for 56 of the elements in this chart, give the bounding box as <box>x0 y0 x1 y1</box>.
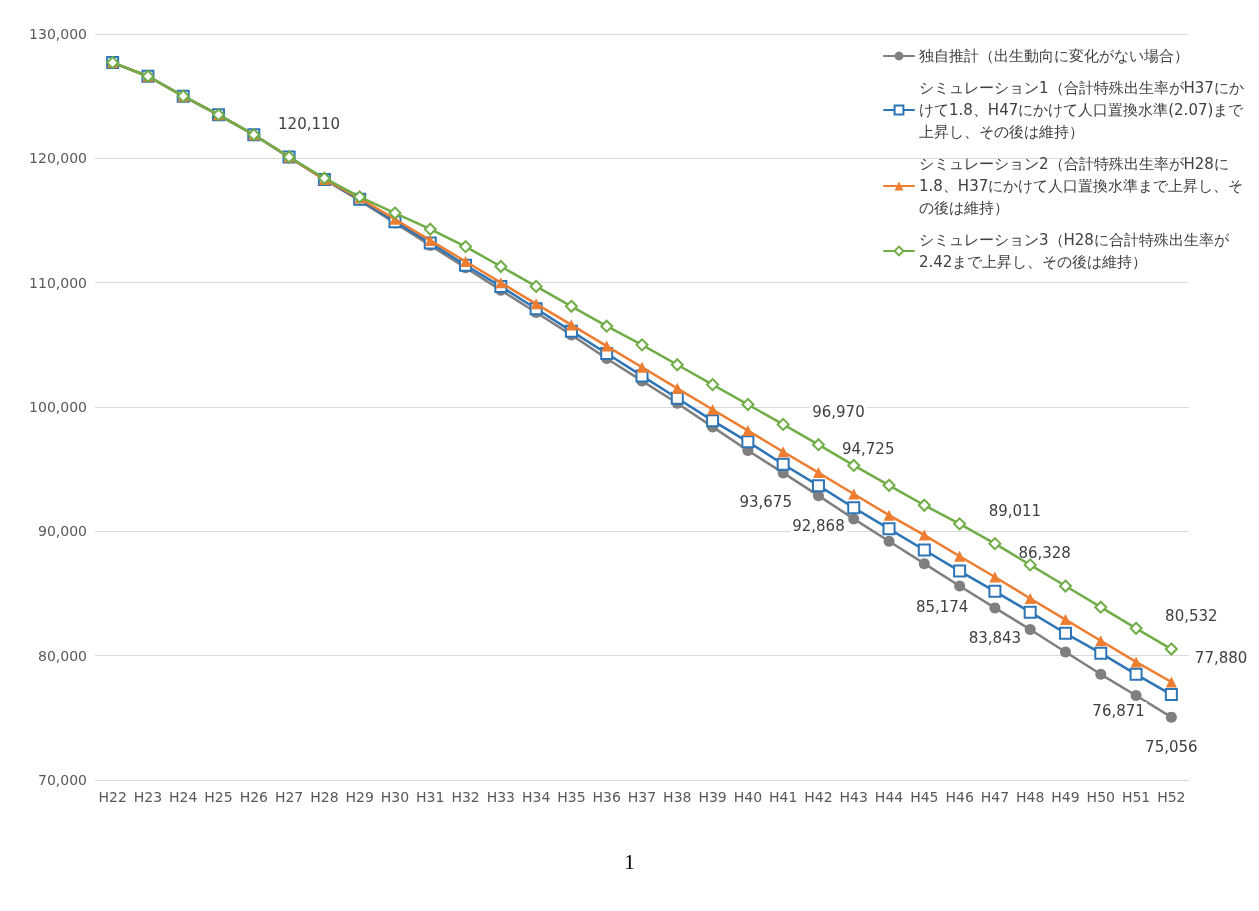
x-tick-label: H38 <box>663 789 692 805</box>
x-tick-label: H43 <box>839 789 868 805</box>
legend-label: シミュレーション2（合計特殊出生率がH28に1.8、H37にかけて人口置換水準まで上昇し、その後は維持） <box>919 155 1244 217</box>
legend-label: 独自推計（出生動向に変化がない場合） <box>919 47 1189 65</box>
x-tick-label: H49 <box>1051 789 1080 805</box>
legend-label: シミュレーション1（合計特殊出生率がH37にかけて1.8、H47にかけて人口置換水準(2.07)まで上昇し、その後は維持） <box>919 79 1245 141</box>
x-tick-label: H40 <box>733 789 763 805</box>
x-tick-label: H52 <box>1157 789 1186 805</box>
data-label: 75,056 <box>1145 738 1198 757</box>
y-tick-label: 70,000 <box>38 772 87 788</box>
x-tick-label: H25 <box>204 789 233 805</box>
y-tick-label: 130,000 <box>29 26 87 42</box>
data-label: 76,871 <box>1092 701 1145 720</box>
data-label: 120,110 <box>278 114 341 133</box>
x-tick-label: H35 <box>557 789 586 805</box>
y-tick-label: 110,000 <box>29 274 87 291</box>
data-label: 86,328 <box>1018 543 1071 562</box>
y-tick-label: 90,000 <box>38 523 87 540</box>
x-tick-label: H31 <box>416 789 445 805</box>
y-tick-label: 80,000 <box>38 647 87 664</box>
legend-label: シミュレーション3（H28に合計特殊出生率が2.42まで上昇し、その後は維持） <box>919 231 1230 271</box>
x-tick-label: H41 <box>768 789 798 805</box>
x-tick-label: H29 <box>345 789 374 805</box>
x-tick-label: H24 <box>169 789 198 805</box>
x-tick-label: H39 <box>698 789 727 805</box>
x-tick-label: H50 <box>1086 789 1115 805</box>
x-tick-label: H30 <box>380 789 410 805</box>
x-tick-label: H23 <box>133 789 163 805</box>
y-tick-label: 120,000 <box>29 150 87 167</box>
x-tick-label: H45 <box>910 789 939 805</box>
data-label: 93,675 <box>739 492 792 511</box>
x-tick-label: H27 <box>274 789 304 805</box>
x-tick-label: H42 <box>804 789 833 805</box>
x-tick-label: H51 <box>1121 789 1151 805</box>
data-label: 80,532 <box>1165 607 1218 626</box>
x-tick-label: H33 <box>486 789 516 805</box>
x-tick-label: H26 <box>239 789 269 805</box>
data-label: 96,970 <box>812 402 865 421</box>
x-tick-label: H37 <box>627 789 657 805</box>
x-tick-label: H34 <box>521 789 551 805</box>
data-label: 92,868 <box>792 516 845 535</box>
x-tick-label: H46 <box>945 789 974 805</box>
data-label: 77,880 <box>1194 649 1248 668</box>
text: 1 <box>624 848 635 874</box>
y-tick-label: 100,000 <box>29 399 87 415</box>
x-tick-label: H36 <box>592 789 621 805</box>
x-tick-label: H48 <box>1016 789 1045 805</box>
data-label: 83,843 <box>968 628 1022 647</box>
data-label: 85,174 <box>915 598 969 617</box>
x-tick-label: H44 <box>874 789 904 805</box>
x-tick-label: H28 <box>310 789 339 805</box>
x-tick-label: H32 <box>451 789 480 805</box>
x-tick-label: H47 <box>980 789 1010 805</box>
data-label: 94,725 <box>841 439 895 458</box>
x-tick-label: H22 <box>98 789 127 805</box>
data-label: 89,011 <box>988 501 1042 520</box>
